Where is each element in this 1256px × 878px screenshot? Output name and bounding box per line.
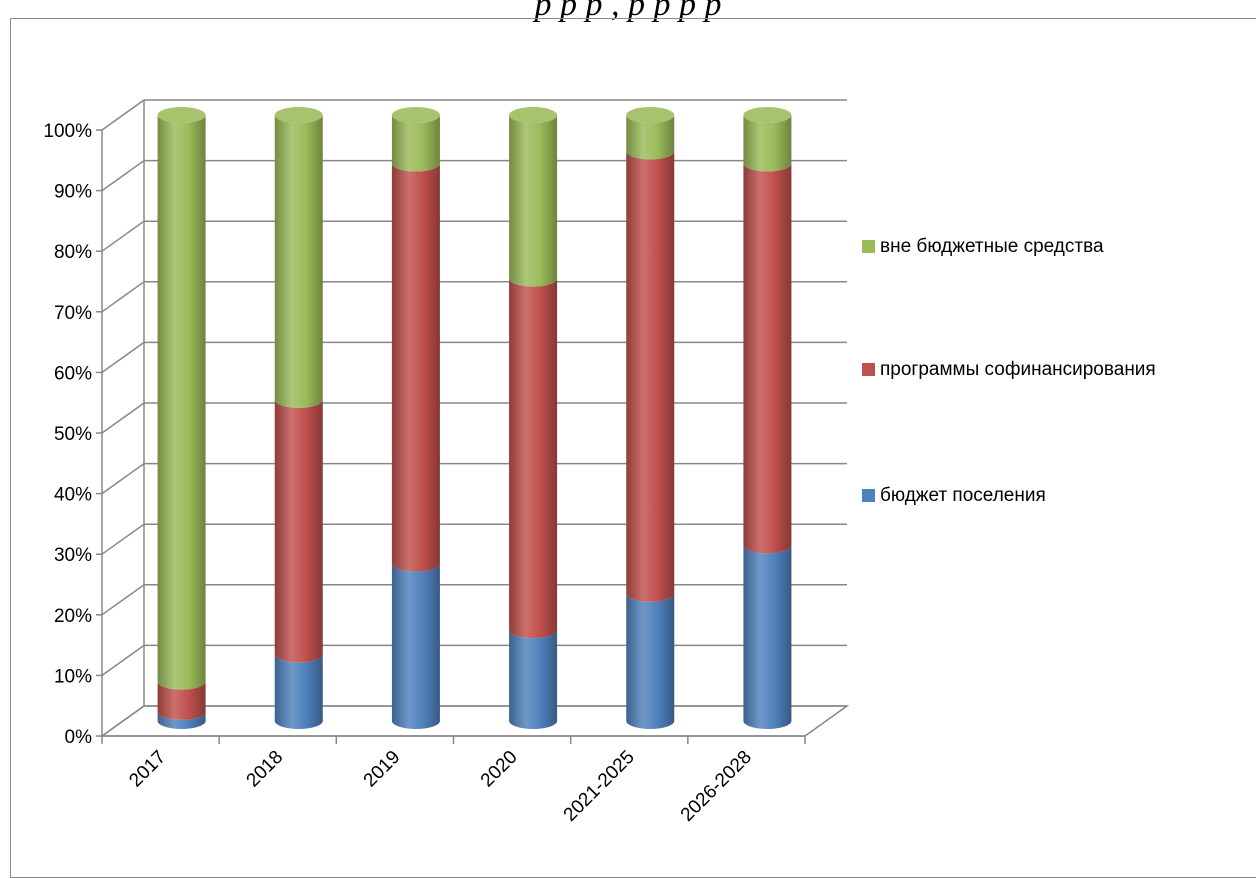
gridline-diagonal [101, 584, 145, 616]
gridline-diagonal [101, 281, 145, 313]
gridlines [99, 99, 850, 737]
chart-title: р р р , р р р р [534, 0, 722, 23]
gridline-diagonal [101, 644, 145, 677]
y-tick-label: 70% [54, 303, 92, 324]
bar-top-cap [509, 107, 558, 123]
bar-top-cap [274, 107, 323, 123]
bars [157, 107, 792, 729]
y-tick-label: 30% [54, 545, 92, 566]
bar-top-cap [391, 107, 440, 123]
y-tick-label: 50% [54, 424, 92, 445]
bar-extrabudget [626, 115, 675, 160]
y-tick-label: 10% [54, 666, 92, 687]
bar-budget [743, 545, 792, 729]
floor [99, 705, 850, 737]
gridline-diagonal [101, 523, 145, 555]
bar-cofinancing [743, 163, 792, 554]
y-tick-label: 60% [54, 363, 92, 384]
bar-budget [157, 711, 206, 729]
legend-swatch [862, 363, 875, 376]
bar-cofinancing [274, 399, 323, 663]
bar-extrabudget [743, 115, 792, 172]
bar-extrabudget [157, 115, 206, 690]
bar-extrabudget [509, 115, 558, 287]
gridline-diagonal [101, 99, 145, 131]
gridline-diagonal [101, 402, 145, 434]
legend-swatch [862, 489, 875, 502]
bar-budget [274, 654, 323, 729]
x-tick-label: 2026-2028 [677, 747, 756, 826]
bar-cofinancing [626, 151, 675, 602]
y-tick-label: 100% [43, 121, 92, 142]
x-tick-label: 2017 [125, 747, 170, 792]
bar-top-cap [743, 107, 792, 123]
y-tick-label: 40% [54, 485, 92, 506]
x-tick-label: 2020 [477, 747, 522, 792]
legend-label: программы софинансирования [880, 359, 1156, 380]
gridline-diagonal [101, 159, 145, 192]
x-tick-label: 2018 [243, 747, 288, 792]
bar-cofinancing [391, 163, 440, 572]
legend-label: вне бюджетные средства [880, 236, 1104, 257]
bar-top-cap [626, 107, 675, 123]
bar-cofinancing [157, 681, 206, 720]
y-tick-label: 90% [54, 182, 92, 203]
bar-budget [626, 593, 675, 729]
bar-cofinancing [509, 278, 558, 639]
bar-extrabudget [274, 115, 323, 408]
y-tick-label: 20% [54, 606, 92, 627]
bar-extrabudget [391, 115, 440, 172]
gridline-diagonal [101, 462, 145, 495]
legend-label: бюджет поселения [880, 485, 1046, 506]
legend: вне бюджетные средства программы софинанс… [862, 236, 1156, 506]
bar-top-cap [157, 107, 206, 123]
legend-swatch [862, 240, 875, 253]
bar-budget [509, 630, 558, 729]
x-tick-label: 2021-2025 [560, 747, 639, 826]
x-tick-label: 2019 [360, 747, 405, 792]
gridline-diagonal [101, 341, 145, 374]
y-tick-label: 0% [65, 727, 93, 748]
y-tick-label: 80% [54, 242, 92, 263]
x-axis: 2017 2018 2019 2020 2021-2025 2026-2028 [101, 735, 806, 826]
gridline-diagonal [101, 220, 145, 252]
y-axis: 0% 10% 20% 30% 40% 50% 60% 70% 80% 90% 100% [43, 121, 103, 748]
bar-budget [391, 563, 440, 729]
